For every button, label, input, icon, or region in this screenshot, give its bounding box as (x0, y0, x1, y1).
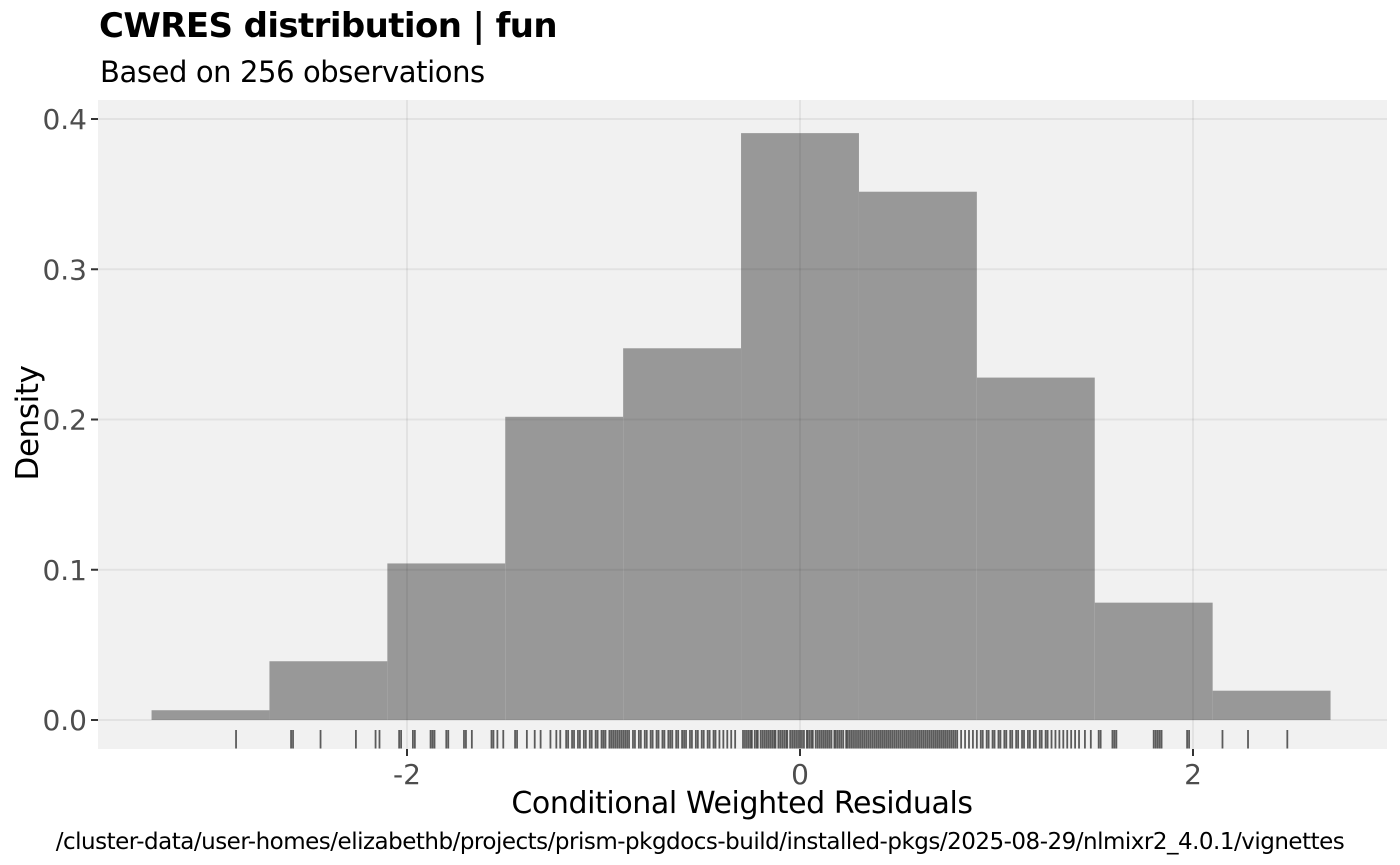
histogram-bar-3 (505, 416, 624, 720)
histogram-bar-9 (1212, 690, 1331, 720)
y-tick-label: 0.2 (42, 404, 87, 437)
x-tick-label: -2 (393, 758, 421, 791)
histogram-bar-4 (623, 348, 742, 720)
y-tick-label: 0.0 (42, 704, 87, 737)
y-tick-label: 0.4 (42, 103, 87, 136)
x-tick-label: 0 (791, 758, 809, 791)
x-axis-title: Conditional Weighted Residuals (511, 786, 973, 821)
histogram-bar-5 (741, 133, 859, 720)
plot-subtitle: Based on 256 observations (100, 55, 485, 89)
plot-caption: /cluster-data/user-homes/elizabethb/proj… (55, 829, 1345, 855)
plot-title: CWRES distribution | fun (99, 6, 558, 46)
histogram-bar-0 (151, 710, 270, 720)
histogram-bar-7 (976, 377, 1095, 720)
y-tick-label: 0.1 (42, 554, 87, 587)
y-tick-label: 0.3 (42, 253, 87, 286)
histogram-bar-2 (387, 563, 506, 720)
y-axis-title: Density (10, 365, 46, 481)
histogram-bar-8 (1094, 602, 1213, 720)
x-tick-label: 2 (1184, 758, 1202, 791)
histogram-bar-6 (858, 191, 977, 720)
histogram-bar-1 (269, 661, 388, 720)
